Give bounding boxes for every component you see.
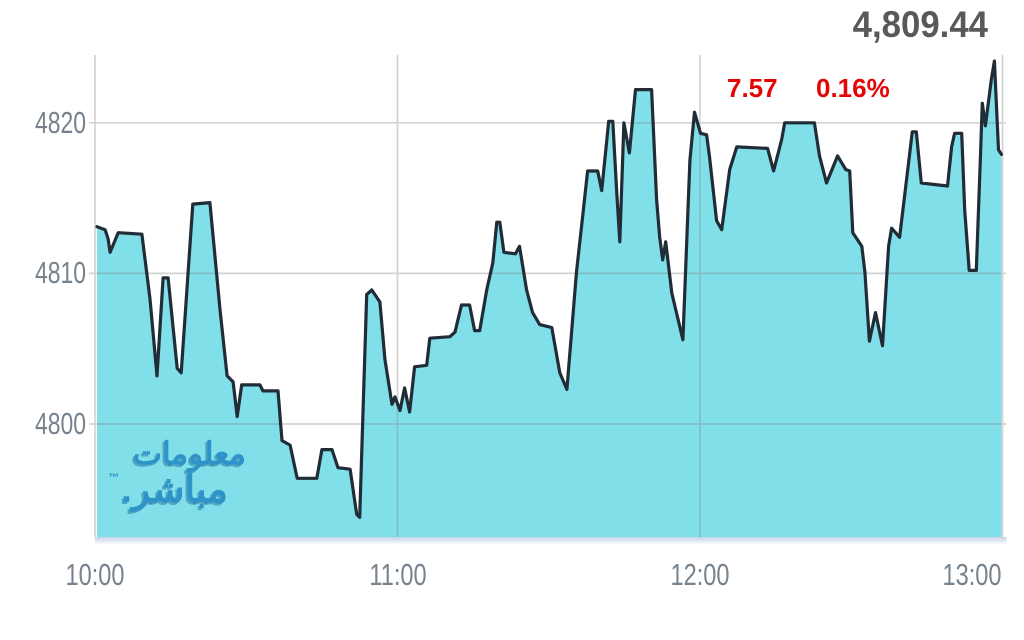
baseline-fade — [95, 537, 1007, 545]
x-tick-label: 11:00 — [368, 557, 427, 592]
price-line — [95, 59, 1004, 519]
x-tick-label: 10:00 — [65, 557, 125, 592]
x-tick-label: 12:00 — [670, 557, 730, 592]
gridlines — [89, 55, 1006, 537]
y-tick-label: 4820 — [34, 104, 86, 140]
area-fill — [97, 61, 1002, 537]
y-tick-label: 4810 — [34, 255, 86, 291]
y-tick-label: 4800 — [34, 406, 86, 442]
last-price: 4,809.44 — [852, 4, 988, 45]
change-percent: 0.16% — [816, 73, 890, 103]
change-value: 7.57 — [727, 73, 778, 103]
x-tick-label: 13:00 — [942, 557, 1002, 592]
